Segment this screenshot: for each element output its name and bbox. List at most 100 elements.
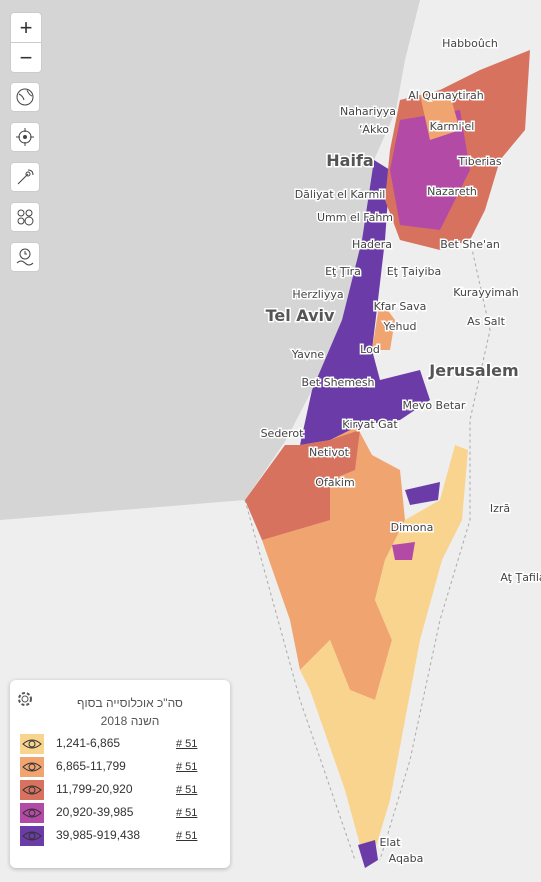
place-label: Nazareth [427, 185, 477, 198]
place-label: Izrā [490, 502, 510, 515]
place-label: Aţ Ţafila [500, 571, 541, 584]
eye-pupil [28, 832, 36, 840]
place-label: Tiberias [457, 155, 502, 168]
place-label: Ofakim [315, 476, 354, 489]
place-label: Tel Aviv [266, 306, 335, 325]
eye-icon [22, 785, 42, 795]
legend-swatch[interactable] [20, 826, 44, 846]
globe-button[interactable] [10, 82, 40, 112]
place-label: Eţ Ţīra [325, 265, 361, 278]
legend-count[interactable]: # 51 [176, 738, 198, 750]
legend-swatch[interactable] [20, 757, 44, 777]
zoom-in[interactable]: + [11, 13, 41, 43]
swatch [20, 757, 44, 777]
legend-item: 1,241-6,865 # 51 [20, 734, 220, 756]
legend-range: 11,799-20,920 [56, 782, 133, 796]
swatch [20, 803, 44, 823]
locate-button[interactable] [10, 122, 40, 152]
legend-count[interactable]: # 51 [176, 761, 198, 773]
legend-item: 20,920-39,985 # 51 [20, 803, 220, 825]
region-east [405, 482, 440, 505]
zoom-control: + − [10, 12, 42, 73]
legend: סה"כ אוכלוסייה בסוף השנה 2018 1,241-6,86… [10, 680, 230, 868]
eye-icon [22, 739, 42, 749]
cluster-button[interactable] [10, 202, 40, 232]
eye-pupil [28, 786, 36, 794]
place-label: Netivot [309, 446, 350, 459]
settings-icon[interactable] [14, 688, 36, 710]
place-label: Herzliyya [292, 288, 343, 301]
legend-count[interactable]: # 51 [176, 784, 198, 796]
place-label: Dimona [391, 521, 434, 534]
legend-swatch[interactable] [20, 780, 44, 800]
region-nw [245, 445, 330, 540]
place-label: Mevo Betar [403, 399, 466, 412]
eye-pupil [28, 763, 36, 771]
place-label: Lod [360, 343, 380, 356]
sea [0, 0, 420, 520]
place-label: Haifa [326, 151, 373, 170]
region-dimona [392, 542, 415, 560]
place-label: Jerusalem [428, 361, 518, 380]
border [379, 239, 491, 861]
place-label: Dāliyat el Karmil [295, 188, 386, 201]
zoom-out[interactable]: − [19, 44, 33, 70]
region-mid [372, 300, 395, 350]
icon [16, 128, 34, 146]
legend-swatch[interactable] [20, 803, 44, 823]
legend-swatch[interactable] [20, 734, 44, 754]
legend-range: 6,865-11,799 [56, 759, 126, 773]
icon [17, 209, 34, 226]
legend-count[interactable]: # 51 [176, 807, 198, 819]
eye-icon [22, 831, 42, 841]
eye-icon [22, 762, 42, 772]
measure-button[interactable] [10, 162, 40, 192]
place-label: Yavne [291, 348, 324, 361]
place-label: Eţ Ţaiyiba [387, 265, 442, 278]
region-south-mix [300, 430, 360, 480]
place-label: Al Qunaytirah [408, 89, 484, 102]
place-label: Bet Shemesh [301, 376, 374, 389]
place-label: ‘Akko [359, 123, 389, 136]
place-label: Umm el Fahm [317, 211, 393, 224]
swatch [20, 826, 44, 846]
place-label: Aqaba [389, 852, 424, 865]
legend-range: 20,920-39,985 [56, 805, 134, 819]
icon [17, 169, 34, 185]
place-label: Kurayyimah [453, 286, 518, 299]
eye-icon [22, 808, 42, 818]
swatch [20, 734, 44, 754]
place-label: Hadera [352, 238, 392, 251]
region-eilat [358, 840, 378, 868]
legend-range: 39,985-919,438 [56, 828, 141, 842]
legend-range: 1,241-6,865 [56, 736, 121, 750]
place-label: Habboûch [442, 37, 498, 50]
legend-title: סה"כ אוכלוסייה בסוף השנה 2018 [77, 696, 183, 728]
place-label: As Salt [467, 315, 506, 328]
swatch [20, 780, 44, 800]
legend-count[interactable]: # 51 [176, 830, 198, 842]
eye-pupil [28, 809, 36, 817]
legend-item: 11,799-20,920 # 51 [20, 780, 220, 802]
icon [16, 248, 34, 266]
region-coast [300, 160, 430, 445]
icon [16, 88, 34, 106]
legend-item: 39,985-919,438 # 51 [20, 826, 220, 848]
place-label: Karmi'el [430, 120, 475, 133]
place-label: Kiryat Gat [342, 418, 398, 431]
place-label: Elat [379, 836, 401, 849]
place-label: Bet She'an [440, 238, 500, 251]
region-negev-e [300, 445, 468, 850]
legend-item: 6,865-11,799 # 51 [20, 757, 220, 779]
region-north-mix2 [420, 95, 460, 140]
eye-pupil [28, 740, 36, 748]
border [244, 499, 356, 861]
place-label: Kfar Sava [374, 300, 427, 313]
time-button[interactable] [10, 242, 40, 272]
place-label: Nahariyya [340, 105, 396, 118]
place-label: Sederot [261, 427, 305, 440]
place-label: Yehud [383, 320, 417, 333]
region-north-mix [390, 110, 470, 230]
